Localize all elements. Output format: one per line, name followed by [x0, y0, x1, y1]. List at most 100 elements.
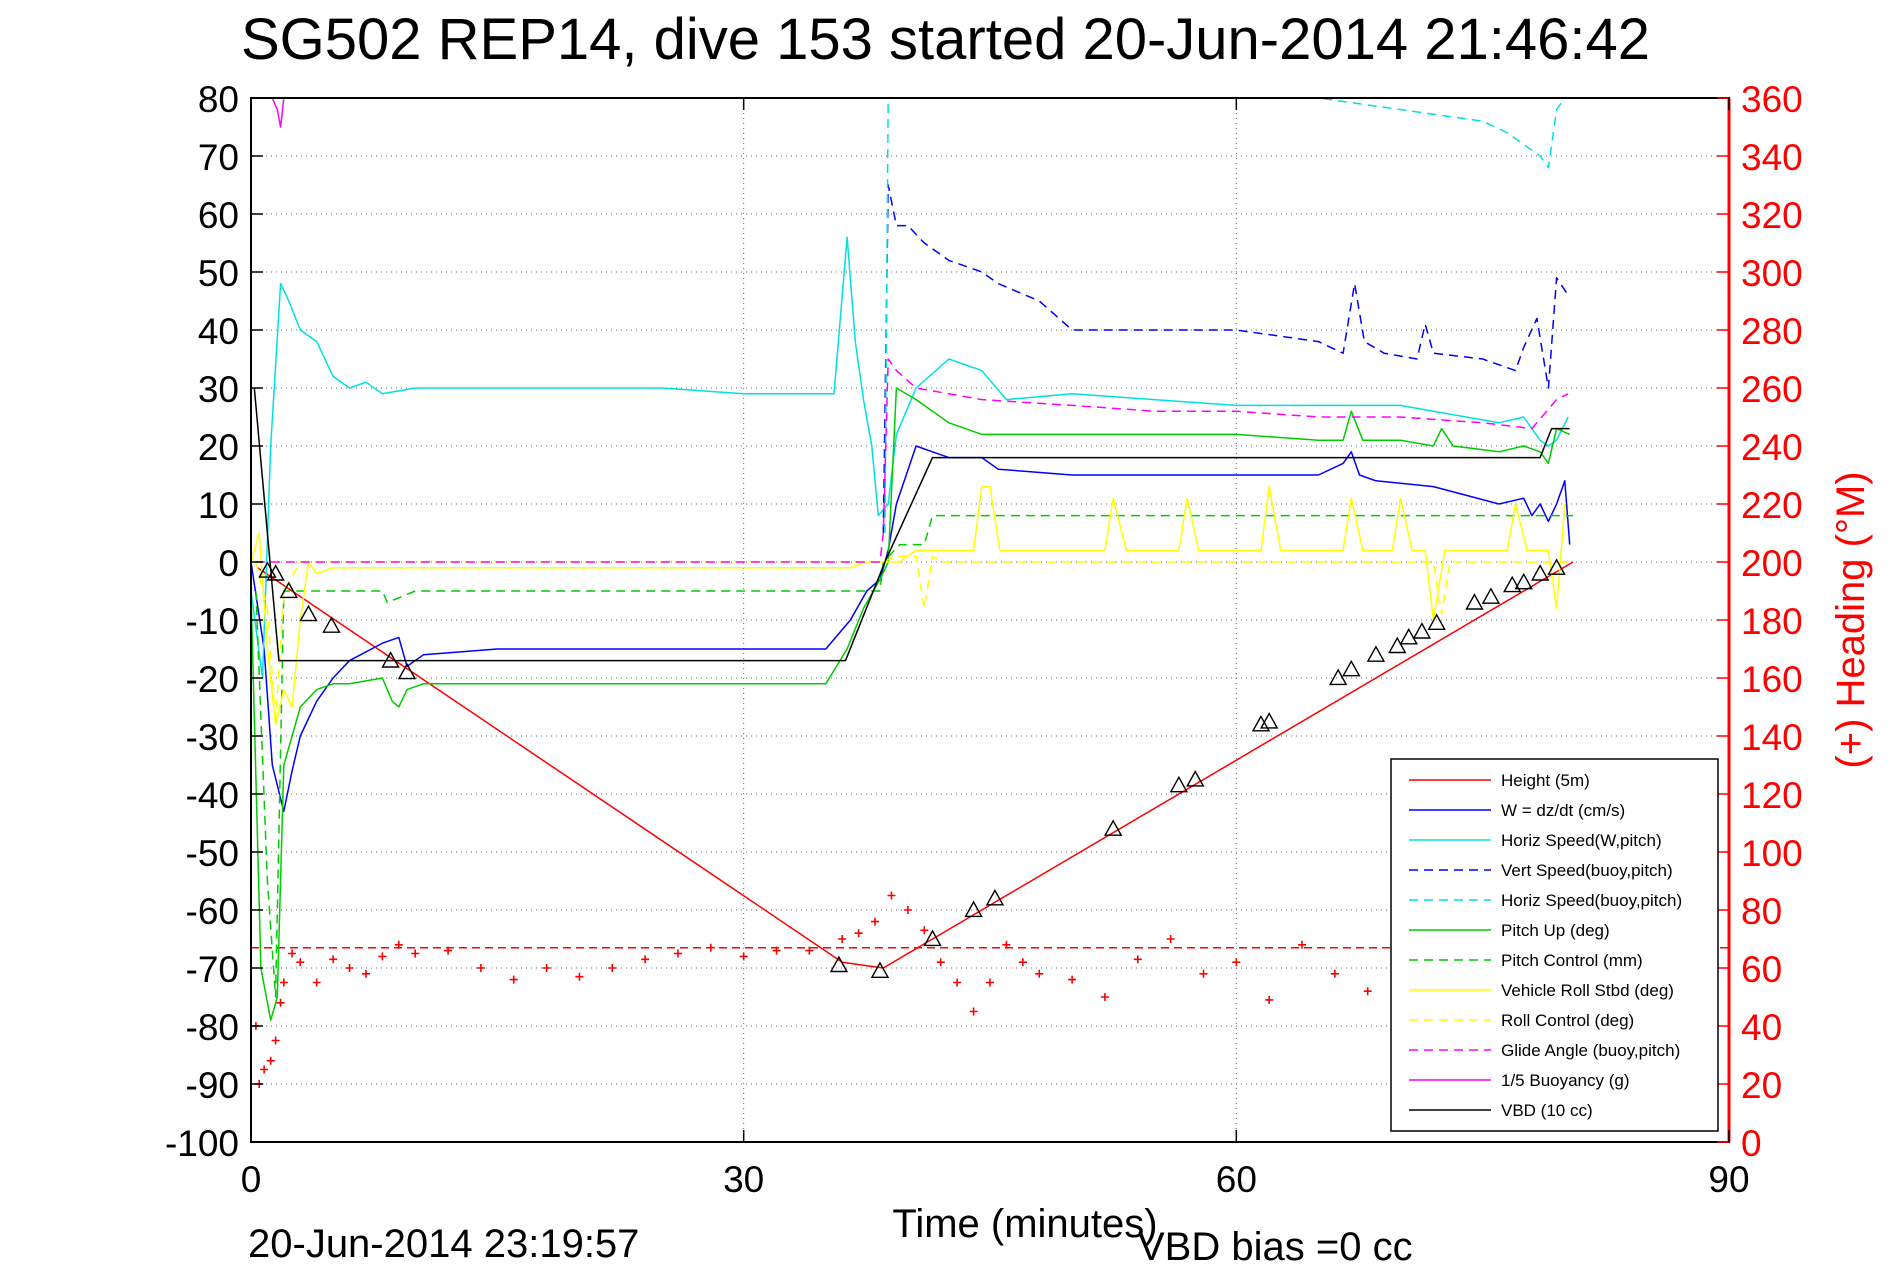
triangle-marker — [1427, 613, 1446, 630]
heading-point — [903, 906, 912, 914]
y-tick-label: 60 — [198, 195, 239, 236]
series-line-11 — [271, 98, 285, 128]
heading-point — [260, 1065, 269, 1074]
heading-point — [476, 964, 485, 972]
heading-point — [1035, 969, 1044, 978]
series-line-4 — [882, 184, 1569, 534]
triangle-marker — [1251, 714, 1271, 732]
y-tick-label: 50 — [198, 253, 239, 294]
triangle-marker — [322, 616, 341, 633]
legend-label-8: Vehicle Roll Stbd (deg) — [1501, 981, 1674, 1000]
series-line-5 — [884, 98, 1566, 534]
triangle-marker — [985, 888, 1005, 906]
triangle-marker — [1503, 575, 1522, 593]
y-tick-label: -90 — [186, 1065, 239, 1106]
y2-tick-label: 80 — [1741, 891, 1782, 932]
heading-point — [394, 940, 403, 949]
heading-point — [887, 891, 896, 900]
y2-tick-label: 340 — [1741, 137, 1803, 178]
heading-point — [361, 969, 370, 978]
triangle-marker — [1342, 659, 1361, 677]
y-tick-label: -70 — [186, 949, 239, 990]
heading-point — [279, 978, 288, 987]
series-line-8 — [251, 485, 1566, 726]
triangle-marker — [1366, 645, 1386, 662]
heading-point — [1298, 940, 1307, 949]
heading-point — [312, 978, 321, 987]
triangle-marker — [1328, 668, 1348, 686]
legend-label-12: VBD (10 cc) — [1501, 1101, 1593, 1120]
triangle-marker — [381, 651, 400, 668]
heading-point — [378, 952, 387, 961]
y2-tick-label: 60 — [1741, 949, 1782, 990]
series-line-6 — [251, 387, 1571, 1021]
triangle-marker — [1547, 558, 1566, 575]
x-tick-label: 30 — [723, 1159, 764, 1200]
heading-point — [953, 978, 962, 987]
y2-tick-label: 120 — [1741, 775, 1803, 816]
heading-point — [296, 958, 305, 967]
triangle-marker — [964, 900, 983, 918]
y2-tick-label: 360 — [1741, 79, 1803, 120]
heading-point — [805, 946, 814, 955]
legend-label-2: W = dz/dt (cm/s) — [1501, 801, 1625, 820]
y2-tick-label: 220 — [1741, 485, 1803, 526]
triangle-marker — [829, 955, 849, 973]
heading-point — [266, 1056, 275, 1065]
x-axis-label: Time (minutes) — [892, 1202, 1157, 1246]
heading-point — [1068, 975, 1077, 984]
series-line-10 — [255, 358, 1569, 563]
y-tick-label: -40 — [186, 775, 239, 816]
heading-point — [444, 946, 453, 955]
triangle-marker — [1259, 712, 1279, 729]
legend-label-11: 1/5 Buoyancy (g) — [1501, 1071, 1630, 1090]
heading-point — [1018, 958, 1027, 967]
y2-tick-label: 20 — [1741, 1065, 1782, 1106]
legend-label-10: Glide Angle (buoy,pitch) — [1501, 1041, 1680, 1060]
footer-timestamp: 20-Jun-2014 23:19:57 — [248, 1222, 640, 1266]
heading-point — [1100, 993, 1109, 1001]
heading-point — [936, 958, 945, 967]
y2-tick-label: 260 — [1741, 369, 1803, 410]
x-tick-label: 60 — [1216, 1159, 1257, 1200]
series-line-9 — [255, 555, 1573, 726]
triangle-marker — [1465, 593, 1484, 610]
triangle-marker — [1481, 587, 1501, 604]
y-tick-label: 40 — [198, 311, 239, 352]
heading-point — [1133, 955, 1142, 964]
y2-tick-label: 0 — [1741, 1123, 1762, 1164]
series-line-3 — [251, 236, 1569, 679]
heading-point — [969, 1007, 978, 1016]
triangle-marker — [1169, 775, 1189, 793]
y2-tick-label: 160 — [1741, 659, 1803, 700]
triangle-marker — [1530, 564, 1550, 581]
y2-tick-label: 280 — [1741, 311, 1803, 352]
triangle-marker — [1388, 636, 1407, 654]
y-tick-label: 0 — [218, 543, 239, 584]
x-tick-label: 90 — [1708, 1159, 1749, 1200]
triangle-marker — [266, 564, 285, 581]
chart-title: SG502 REP14, dive 153 started 20-Jun-201… — [240, 7, 1651, 72]
triangle-marker — [1412, 622, 1432, 639]
vbd-bias-label: VBD bias =0 cc — [1138, 1225, 1413, 1269]
heading-point — [288, 949, 297, 958]
triangle-marker — [1514, 572, 1533, 590]
y-tick-label: -10 — [186, 601, 239, 642]
series-line-1 — [257, 561, 1574, 969]
heading-point — [986, 978, 994, 987]
y-tick-label: -80 — [186, 1007, 239, 1048]
heading-point — [1199, 969, 1208, 978]
y-tick-label: -60 — [186, 891, 239, 932]
heading-point — [271, 1036, 280, 1045]
triangle-marker — [299, 604, 318, 622]
legend-label-3: Horiz Speed(W,pitch) — [1501, 831, 1662, 850]
heading-point — [542, 964, 551, 972]
heading-point — [673, 949, 682, 958]
heading-point — [345, 964, 354, 972]
y2-tick-label: 140 — [1741, 717, 1803, 758]
right-axis-label: (+) Heading (°M) — [1829, 471, 1873, 768]
y2-tick-label: 100 — [1741, 833, 1803, 874]
heading-point — [608, 964, 617, 972]
triangle-marker — [279, 581, 298, 599]
